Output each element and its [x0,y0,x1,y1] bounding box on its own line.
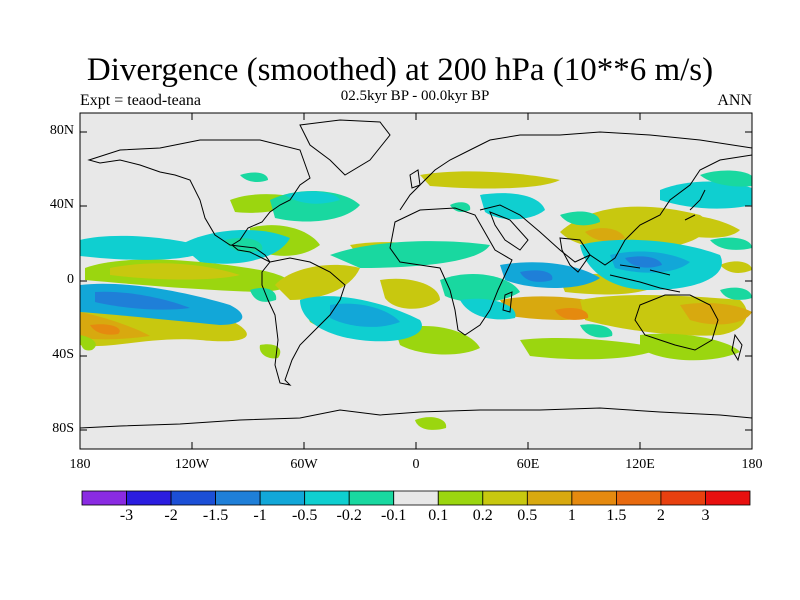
colorbar-label: 2 [656,507,665,524]
coast-africa [389,207,513,336]
coast-greenland [299,119,391,176]
divergence-field [80,170,752,430]
lat-label-40n: 40N [49,197,74,212]
coast-antarctica [80,407,752,429]
lat-label-80s: 80S [52,421,74,436]
coast-indonesia [609,264,681,293]
colorbar-swatch-2 [170,490,217,506]
colorbar-label: 0.2 [472,507,493,524]
coast-south-america [261,257,346,386]
colorbar-swatch-13 [660,490,706,506]
coastlines [80,119,752,429]
colorbar-swatch-7 [393,490,439,506]
map-panel [80,113,752,449]
coast-newzealand [731,333,743,362]
colorbar-swatch-14 [705,490,751,506]
lat-label-eq: 0 [67,272,74,287]
colorbar-swatch-8 [437,490,484,506]
coast-madagascar [502,291,513,313]
experiment-label: Expt = teaod-teana [80,92,201,109]
colorbar-label: -2 [164,507,178,524]
colorbar-label: 0.1 [428,507,449,524]
colorbar-label: -0.1 [381,507,407,524]
lat-label-80n: 80N [49,123,74,138]
colorbar-label: 1.5 [606,507,627,524]
colorbar-swatch-4 [259,490,306,506]
lon-label-60e: 60E [516,457,540,472]
colorbar-swatch-6 [348,490,395,506]
colorbar-label: -1 [253,507,267,524]
coast-asia [479,154,752,266]
colorbar-swatch-3 [215,490,261,506]
lon-label-120w: 120W [174,457,210,472]
lon-label-180w: 180 [69,457,91,472]
colorbar-swatch-0 [81,490,127,506]
colorbar-swatch-9 [482,490,528,506]
lon-label-60w: 60W [290,457,318,472]
coast-north-america [87,139,311,263]
colorbar-swatch-1 [126,490,172,506]
lon-label-180e: 180 [741,457,763,472]
plot-title: Divergence (smoothed) at 200 hPa (10**6 … [86,52,714,88]
coast-india [559,237,591,273]
colorbar-swatch-12 [616,490,662,506]
colorbar-label: 3 [701,507,710,524]
colorbar-label: 1 [567,507,576,524]
colorbar-label: -0.2 [336,507,362,524]
coast-japan [684,189,706,221]
colorbar-swatch-11 [571,490,617,506]
colorbar [81,490,751,506]
coast-australia [634,294,719,351]
coast-uk [409,169,421,189]
season-label: ANN [717,92,752,109]
coast-arabia [489,211,529,251]
period-label: 02.5kyr BP - 00.0kyr BP [340,88,490,104]
lon-label-0: 0 [412,457,420,472]
lon-label-120e: 120E [625,457,655,472]
lat-label-40s: 40S [52,347,74,362]
colorbar-swatch-10 [526,490,573,506]
colorbar-label: -3 [119,507,134,524]
colorbar-label: 0.5 [517,507,538,524]
map-ticks [79,113,753,449]
colorbar-label: -1.5 [202,507,229,524]
colorbar-swatch-5 [304,490,350,506]
colorbar-label: -0.5 [292,507,318,524]
